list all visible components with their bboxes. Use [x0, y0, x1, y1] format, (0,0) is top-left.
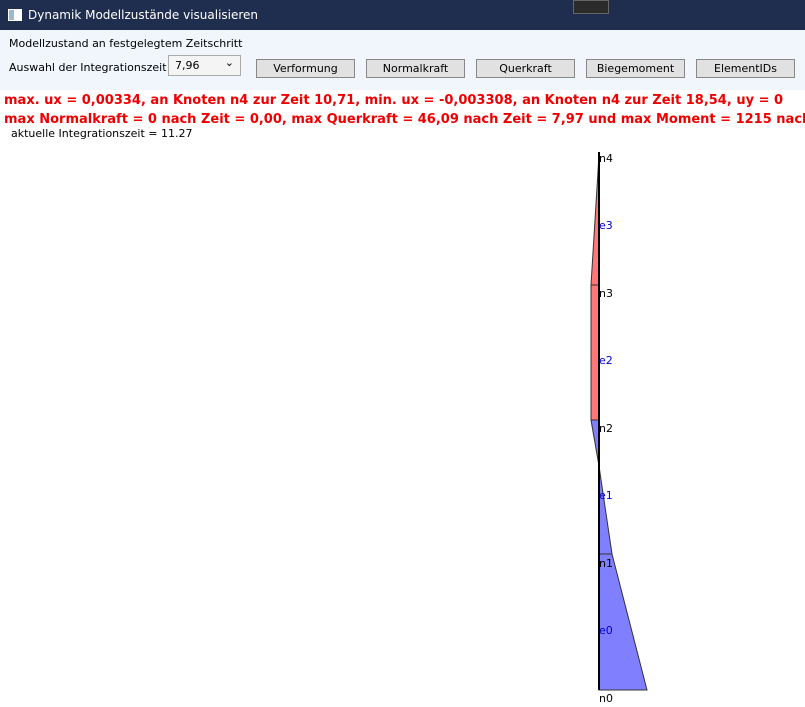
control-panel: Modellzustand an festgelegtem Zeitschrit… [0, 30, 805, 90]
title-bar: Dynamik Modellzustände visualisieren [0, 0, 805, 30]
node-label: n1 [599, 557, 613, 570]
button[interactable]: Verformung [256, 59, 355, 78]
node-label: n2 [599, 422, 613, 435]
moment-area-negative [590, 419, 600, 467]
grip-button[interactable] [573, 0, 609, 14]
moment-area-positive [590, 154, 600, 421]
node-label: n4 [599, 152, 613, 165]
button[interactable]: ElementIDs [696, 59, 795, 78]
current-time: aktuelle Integrationszeit = 11.27 [11, 127, 193, 140]
info-line: max. ux = 0,00334, an Knoten n4 zur Zeit… [4, 93, 784, 108]
element-label: e0 [599, 624, 613, 637]
element-label: e3 [599, 219, 613, 232]
time-label: Auswahl der Integrationszeit [9, 61, 167, 74]
button[interactable]: Querkraft [476, 59, 575, 78]
app-icon [8, 9, 22, 21]
panel-heading: Modellzustand an festgelegtem Zeitschrit… [9, 37, 243, 50]
button[interactable]: Biegemoment [586, 59, 685, 78]
node-label: n3 [599, 287, 613, 300]
info-line: max Normalkraft = 0 nach Zeit = 0,00, ma… [4, 112, 805, 127]
button[interactable]: Normalkraft [366, 59, 465, 78]
element-label: e2 [599, 354, 613, 367]
time-combobox[interactable]: 7,96 [168, 55, 241, 76]
window-title: Dynamik Modellzustände visualisieren [28, 8, 259, 22]
element-label: e1 [599, 489, 613, 502]
node-label: n0 [599, 692, 613, 705]
